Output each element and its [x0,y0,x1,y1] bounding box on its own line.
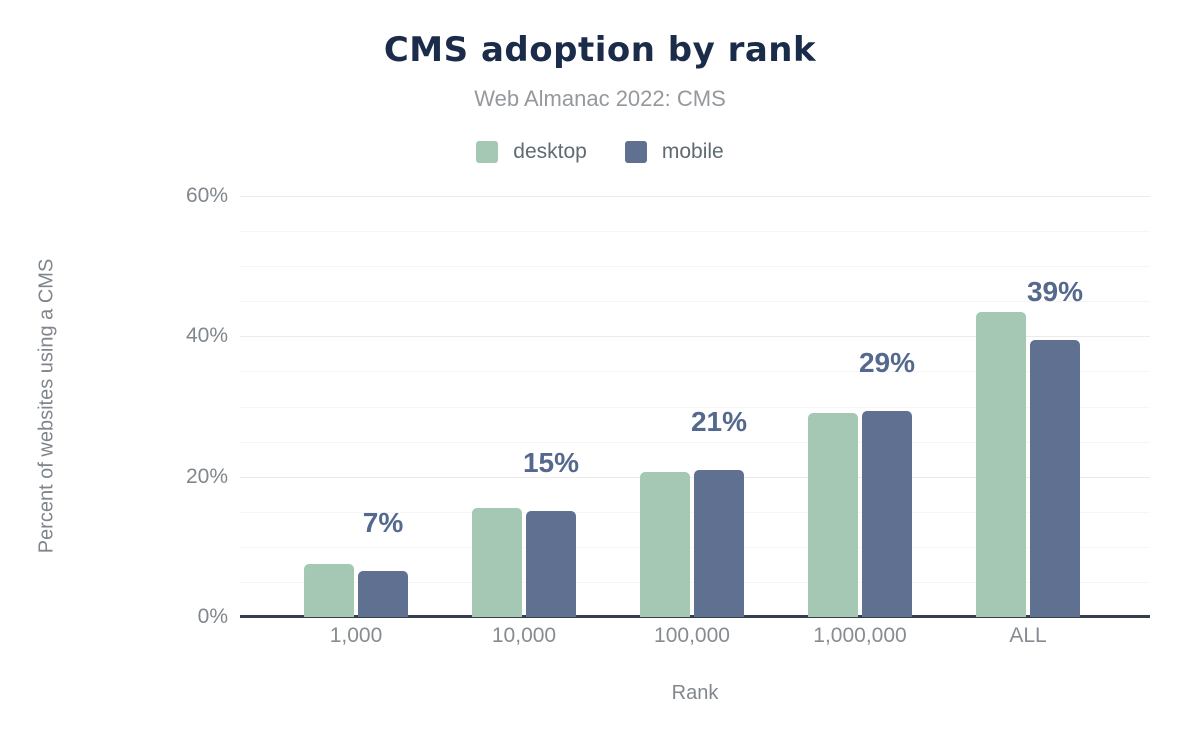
minor-gridline [240,266,1150,268]
minor-gridline [240,231,1150,233]
legend-item-desktop: desktop [476,140,587,164]
bar-desktop-1000000[interactable] [808,412,858,617]
y-tick-label: 0% [197,605,228,628]
minor-gridline [240,301,1150,303]
legend-item-mobile: mobile [624,140,724,164]
y-tick-label: 60% [185,184,228,207]
x-axis-title: Rank [671,682,719,704]
chart-title: CMS adoption by rank [383,30,817,70]
x-tick-label: ALL [1009,624,1047,647]
bar-mobile-ALL[interactable] [1030,339,1080,617]
major-gridline [240,336,1150,338]
bar-value-label: 15% [522,447,580,479]
chart-legend: desktop mobile [0,140,1200,164]
y-tick-label: 40% [185,324,228,348]
legend-swatch-mobile [624,141,647,163]
chart-subtitle: Web Almanac 2022: CMS [474,86,726,111]
bar-desktop-ALL[interactable] [976,312,1026,617]
bar-value-label: 7% [362,506,404,538]
legend-label: desktop [513,140,587,163]
x-tick-label: 1,000 [329,624,383,647]
minor-gridline [240,371,1150,373]
bar-mobile-100000[interactable] [694,469,744,617]
bar-mobile-1000[interactable] [358,570,408,617]
bar-desktop-1000[interactable] [304,564,354,617]
minor-gridline [240,406,1150,408]
major-gridline [240,196,1150,197]
bar-value-label: 39% [1026,275,1084,307]
bar-value-label: 21% [690,405,748,437]
bar-desktop-100000[interactable] [640,471,690,617]
y-tick-label: 20% [185,464,228,488]
x-tick-label: 1,000,000 [813,624,907,647]
bar-desktop-10000[interactable] [472,507,522,617]
legend-swatch-desktop [476,141,499,163]
legend-label: mobile [661,140,724,163]
plot-area: 7% 15% 21% 29% 39% [240,196,1150,618]
y-axis-title: Percent of websites using a CMS [35,258,58,554]
x-tick-label: 100,000 [654,624,730,647]
minor-gridline [240,441,1150,443]
x-tick-label: 10,000 [491,624,557,647]
bar-mobile-10000[interactable] [526,511,576,617]
bar-mobile-1000000[interactable] [862,410,912,617]
bar-value-label: 29% [858,346,916,378]
